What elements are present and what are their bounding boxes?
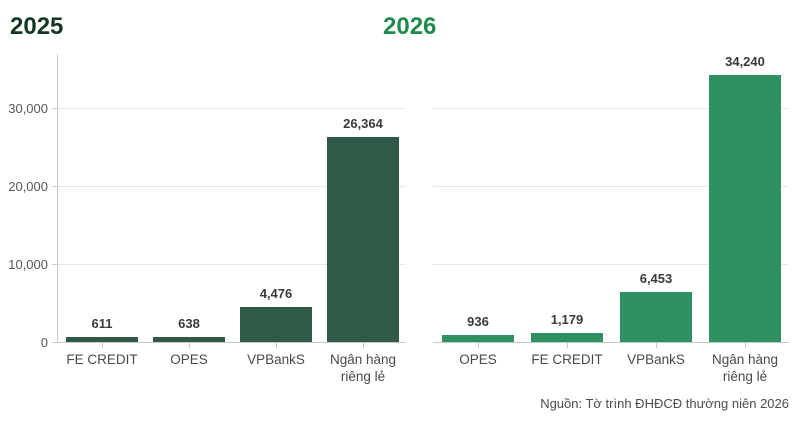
bar: [442, 335, 514, 342]
gridline: [433, 186, 789, 187]
x-axis-line: [58, 342, 406, 343]
x-tick-label: Ngân hàng riêng lẻ: [329, 352, 397, 384]
bar-value-label: 611: [91, 316, 113, 331]
x-tick-mark: [656, 343, 657, 348]
bar: [66, 337, 138, 342]
y-tick-label: 10,000: [8, 257, 48, 272]
x-tick-label: VPBankS: [627, 352, 685, 367]
y-tick-label: 20,000: [8, 179, 48, 194]
x-tick-mark: [102, 343, 103, 348]
x-tick-label: Ngân hàng riêng lẻ: [711, 352, 779, 384]
chart-title-2025: 2025: [10, 13, 64, 40]
x-tick-mark: [276, 343, 277, 348]
bar: [327, 137, 399, 342]
bar: [531, 333, 603, 342]
bar: [153, 337, 225, 342]
y-tick-label: 0: [40, 335, 48, 350]
x-tick-label: OPES: [170, 352, 208, 367]
bar: [620, 292, 692, 342]
y-tick-mark: [52, 264, 57, 265]
bar-value-label: 6,453: [639, 271, 673, 286]
gridline: [58, 264, 406, 265]
x-tick-mark: [189, 343, 190, 348]
x-tick-label: FE CREDIT: [531, 352, 603, 367]
bar-value-label: 936: [467, 314, 489, 329]
x-tick-mark: [363, 343, 364, 348]
x-tick-mark: [745, 343, 746, 348]
x-tick-label: FE CREDIT: [66, 352, 138, 367]
gridline: [58, 186, 406, 187]
x-tick-label: OPES: [459, 352, 497, 367]
bar-value-label: 26,364: [343, 116, 383, 131]
gridline: [58, 108, 406, 109]
x-tick-mark: [478, 343, 479, 348]
bar-value-label: 34,240: [725, 54, 765, 69]
gridline: [433, 108, 789, 109]
gridline: [433, 264, 789, 265]
y-tick-mark: [52, 108, 57, 109]
chart-title-2026: 2026: [383, 13, 437, 40]
bar: [240, 307, 312, 342]
source-note: Nguồn: Tờ trình ĐHĐCĐ thường niên 2026: [540, 396, 789, 411]
x-tick-mark: [567, 343, 568, 348]
y-tick-mark: [52, 186, 57, 187]
x-axis-line: [433, 342, 789, 343]
y-axis-line: [57, 54, 58, 343]
bar-value-label: 1,179: [550, 312, 584, 327]
x-tick-label: VPBankS: [247, 352, 305, 367]
bar: [709, 75, 781, 342]
bar-value-label: 638: [178, 316, 200, 331]
y-tick-mark: [52, 342, 57, 343]
bar-value-label: 4,476: [259, 286, 293, 301]
y-tick-label: 30,000: [8, 101, 48, 116]
